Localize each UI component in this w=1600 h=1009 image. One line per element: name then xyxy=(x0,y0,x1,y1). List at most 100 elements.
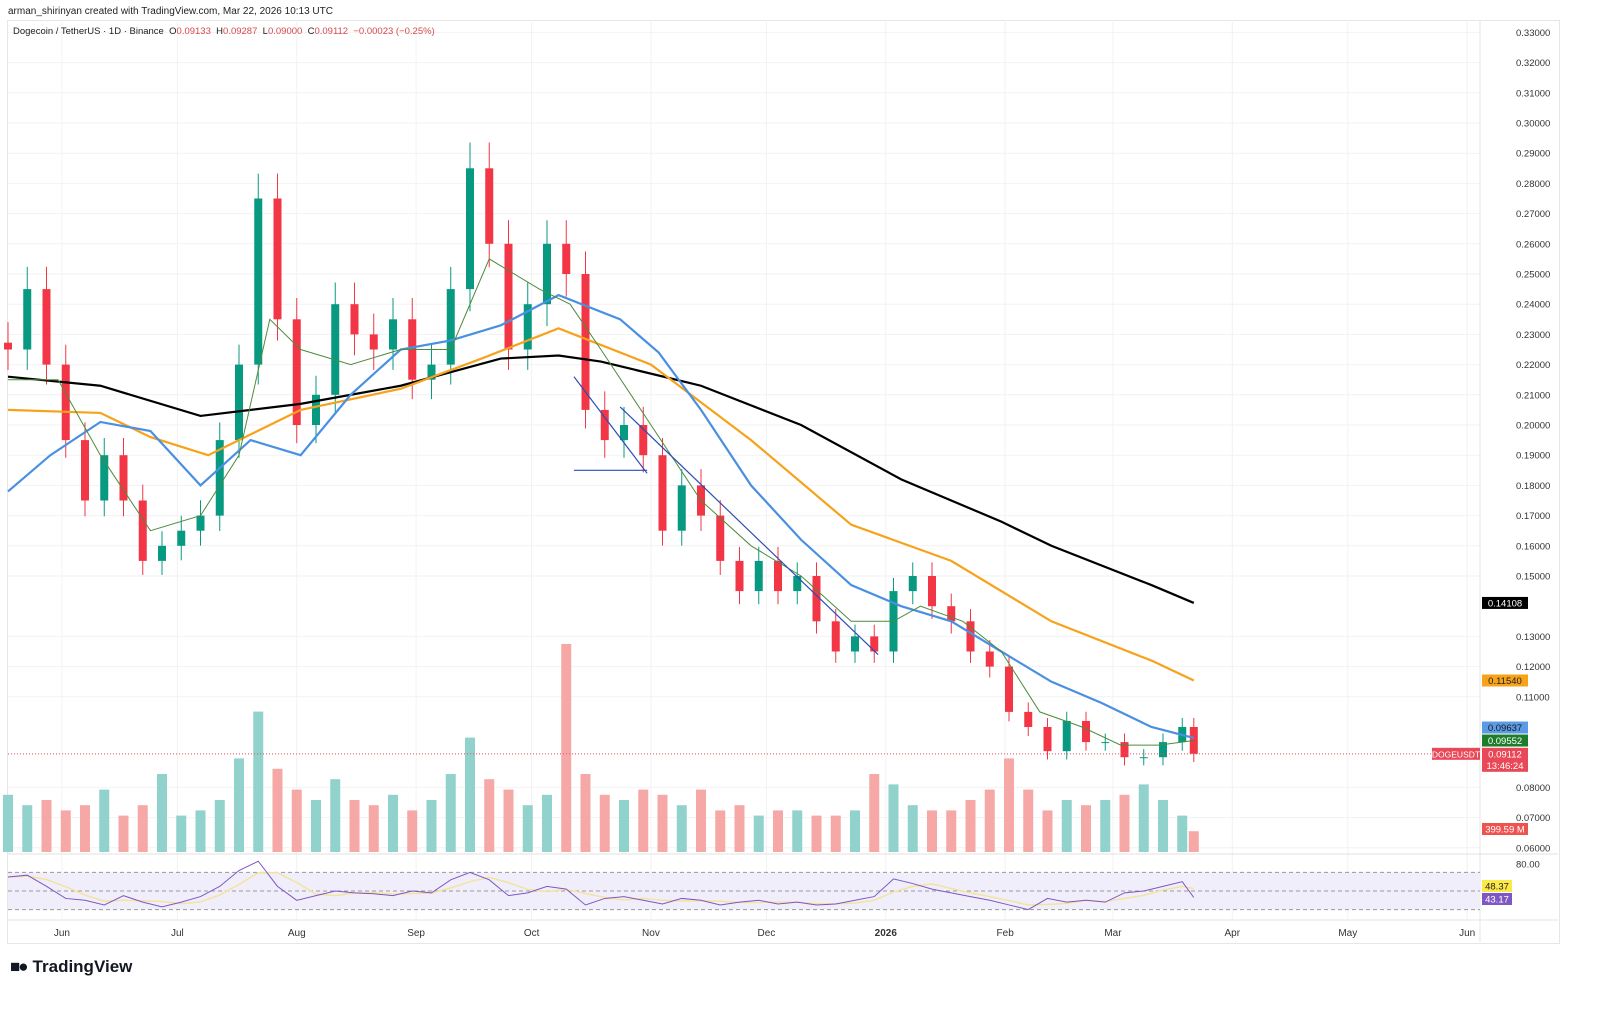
candle-body xyxy=(369,334,378,350)
credit-line: arman_shirinyan created with TradingView… xyxy=(8,6,333,17)
volume-bar xyxy=(811,815,822,852)
volume-bar xyxy=(542,794,552,852)
volume-value: 399.59 M xyxy=(1485,825,1525,836)
chart-frame xyxy=(7,20,1560,944)
volume-bar xyxy=(1138,784,1149,852)
rsi-tag xyxy=(1482,893,1512,905)
candle-body xyxy=(42,289,51,365)
candle-body xyxy=(1189,727,1198,754)
volume-bar xyxy=(984,789,995,852)
volume-bar xyxy=(1177,815,1188,852)
candle-body xyxy=(581,274,590,410)
open-label: O xyxy=(169,26,177,37)
volume-bar xyxy=(696,789,706,852)
volume-bar xyxy=(676,805,687,852)
ma-price-value: 0.14108 xyxy=(1488,598,1522,609)
low-label: L xyxy=(262,26,268,37)
volume-bar xyxy=(407,810,418,852)
price-tick-label: 0.24000 xyxy=(1516,300,1550,311)
candle-body xyxy=(23,289,32,350)
candle-body xyxy=(215,440,224,516)
volume-bar xyxy=(176,815,187,852)
price-tick-label: 0.16000 xyxy=(1516,541,1550,552)
candle-body xyxy=(350,304,359,335)
time-tick-label: Jun xyxy=(1459,928,1475,939)
time-tick-label: 2026 xyxy=(875,928,898,939)
volume-bar xyxy=(869,774,880,852)
volume-bar xyxy=(503,789,514,852)
time-tick-label: Dec xyxy=(758,928,776,939)
moving-average-line xyxy=(7,354,1195,604)
volume-bar xyxy=(773,810,783,852)
time-tick-label: Nov xyxy=(642,928,660,939)
candle-body xyxy=(851,636,859,652)
symbol-name[interactable]: Dogecoin / TetherUS · 1D · Binance xyxy=(13,26,164,37)
candle-body xyxy=(273,198,282,320)
candle-body xyxy=(119,455,128,501)
candle-body xyxy=(812,576,821,622)
volume-bar xyxy=(850,810,860,852)
price-tick-label: 0.06000 xyxy=(1516,843,1550,854)
tradingview-logo[interactable]: ■● TradingView xyxy=(10,957,132,977)
volume-bar xyxy=(22,805,33,852)
volume-bar xyxy=(522,805,533,852)
candle-body xyxy=(658,455,667,531)
volume-bar xyxy=(657,794,668,852)
volume-bar xyxy=(734,805,745,852)
candle-body xyxy=(1082,720,1090,743)
candle-body xyxy=(158,545,166,561)
volume-bar xyxy=(792,810,803,852)
volume-bar xyxy=(118,815,129,852)
moving-average-line xyxy=(8,258,1194,746)
candle-body xyxy=(754,560,763,592)
logo-text: TradingView xyxy=(32,957,133,976)
volume-bar xyxy=(157,774,167,852)
candle-body xyxy=(292,319,301,425)
candle-body xyxy=(466,168,474,290)
volume-bar xyxy=(1188,831,1199,852)
volume-bar xyxy=(465,737,475,852)
time-tick-label: Feb xyxy=(997,928,1015,939)
candle-body xyxy=(81,440,89,501)
price-tick-label: 0.29000 xyxy=(1516,149,1550,160)
ma-price-tag xyxy=(1482,721,1528,734)
price-tick-label: 0.27000 xyxy=(1516,209,1550,220)
candle-body xyxy=(235,364,243,441)
volume-bar xyxy=(946,810,957,852)
candle-body xyxy=(100,455,109,501)
volume-bar xyxy=(195,810,206,852)
volume-bar xyxy=(311,800,321,852)
price-tick-label: 0.32000 xyxy=(1516,58,1550,69)
candle-body xyxy=(600,409,609,441)
candle-body xyxy=(985,651,994,667)
candle-body xyxy=(177,530,186,546)
candle-body xyxy=(1101,742,1110,744)
time-tick-label: Jul xyxy=(171,928,184,939)
rsi-line xyxy=(7,860,1195,911)
candle-body xyxy=(1005,666,1013,712)
ma-price-tag xyxy=(1482,596,1528,609)
volume-tag xyxy=(1482,823,1528,835)
symbol-tag-text: DOGEUSDT xyxy=(1432,749,1480,759)
price-tick-label: 0.25000 xyxy=(1516,270,1550,281)
candle-body xyxy=(138,500,147,561)
volume-bar xyxy=(753,815,764,852)
rsi-ma-value: 48.37 xyxy=(1485,882,1509,893)
price-tick-label: 0.12000 xyxy=(1516,662,1550,673)
volume-bar xyxy=(1158,800,1168,852)
volume-bar xyxy=(715,810,726,852)
candle-body xyxy=(196,515,205,531)
rsi-value: 43.17 xyxy=(1485,895,1509,906)
volume-bar xyxy=(1119,794,1130,852)
volume-bar xyxy=(561,644,572,852)
volume-bar xyxy=(80,805,90,852)
volume-bar xyxy=(888,784,899,852)
price-tick-label: 0.33000 xyxy=(1516,28,1550,39)
open-value: 0.09133 xyxy=(176,26,211,37)
candle-body xyxy=(620,425,628,441)
ma-price-tag xyxy=(1482,674,1528,687)
candle-body xyxy=(523,304,532,350)
candle-body xyxy=(677,485,686,531)
high-value: 0.09287 xyxy=(223,26,258,37)
